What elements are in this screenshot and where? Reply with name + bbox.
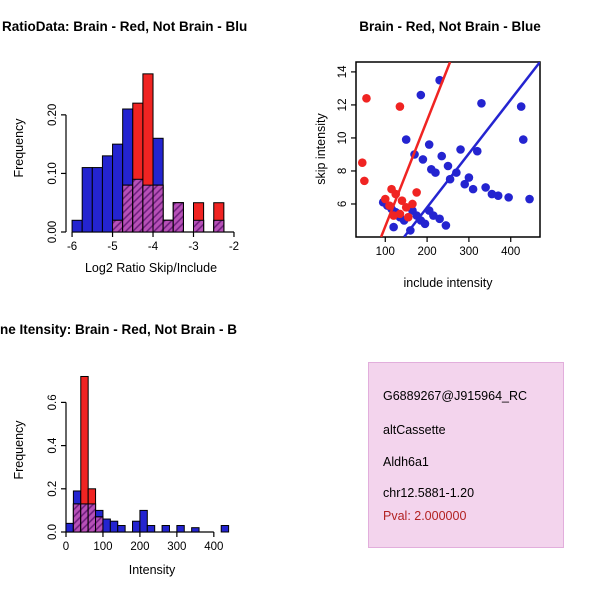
svg-text:0.4: 0.4 bbox=[47, 437, 59, 454]
svg-text:200: 200 bbox=[130, 541, 149, 553]
svg-text:0: 0 bbox=[63, 541, 69, 553]
svg-text:200: 200 bbox=[417, 246, 436, 258]
svg-text:100: 100 bbox=[93, 541, 112, 553]
info-gene-name: Aldh6a1 bbox=[383, 455, 429, 469]
svg-text:-2: -2 bbox=[229, 241, 239, 253]
hist-ratio-plot: -6 -5 -4 -3 -2 0.00 0.10 0.20 bbox=[47, 73, 239, 253]
info-pval: Pval: 2.000000 bbox=[383, 509, 467, 523]
ratio-histogram-ylabel: Frequency bbox=[12, 118, 26, 178]
svg-text:0.20: 0.20 bbox=[47, 104, 59, 126]
svg-text:14: 14 bbox=[337, 65, 349, 78]
scatter-plot: 100 200 300 400 6 8 10 12 14 bbox=[337, 61, 541, 258]
ratio-histogram-xlabel: Log2 Ratio Skip/Include bbox=[84, 261, 218, 275]
svg-text:-5: -5 bbox=[107, 241, 117, 253]
svg-text:-3: -3 bbox=[188, 241, 198, 253]
info-gene-id: G6889267@J915964_RC bbox=[383, 389, 528, 403]
svg-text:0.6: 0.6 bbox=[47, 394, 59, 410]
scatter-ylabel: skip intensity bbox=[314, 113, 328, 185]
svg-text:400: 400 bbox=[501, 246, 520, 258]
info-event-type: altCassette bbox=[383, 423, 446, 437]
info-location: chr12.5881-1.20 bbox=[383, 486, 475, 500]
svg-text:300: 300 bbox=[167, 541, 186, 553]
svg-text:-6: -6 bbox=[67, 241, 77, 253]
svg-text:10: 10 bbox=[337, 132, 349, 145]
svg-text:-4: -4 bbox=[148, 241, 159, 253]
svg-text:0.2: 0.2 bbox=[47, 481, 59, 497]
svg-text:400: 400 bbox=[204, 541, 223, 553]
svg-text:0.10: 0.10 bbox=[47, 162, 59, 184]
svg-text:12: 12 bbox=[337, 99, 349, 112]
intensity-histogram-ylabel: Frequency bbox=[12, 420, 26, 480]
svg-text:100: 100 bbox=[376, 246, 395, 258]
hist-intensity-plot: 0 100 200 300 400 0.0 0.2 0.4 0.6 bbox=[47, 375, 230, 553]
scatter-xlabel: include intensity bbox=[403, 276, 493, 290]
svg-text:0.0: 0.0 bbox=[47, 524, 59, 540]
scatter-title: Brain - Red, Not Brain - Blue bbox=[359, 19, 541, 34]
ratio-histogram-title: RatioData: Brain - Red, Not Brain - Blu bbox=[2, 19, 248, 34]
intensity-histogram-xlabel: Intensity bbox=[128, 563, 176, 577]
svg-text:0.00: 0.00 bbox=[47, 221, 59, 243]
info-box: G6889267@J915964_RC altCassette Aldh6a1 … bbox=[368, 362, 564, 548]
svg-text:6: 6 bbox=[337, 201, 349, 207]
intensity-histogram-title: ne Itensity: Brain - Red, Not Brain - B bbox=[0, 322, 238, 337]
svg-text:8: 8 bbox=[337, 168, 349, 174]
svg-text:300: 300 bbox=[459, 246, 478, 258]
